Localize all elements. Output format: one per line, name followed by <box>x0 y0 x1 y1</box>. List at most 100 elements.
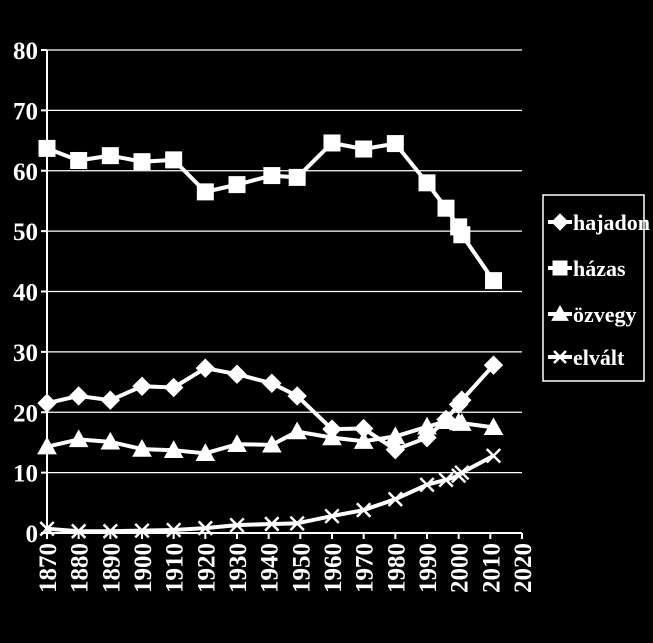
data-point-x <box>102 523 118 539</box>
x-tick-label: 1880 <box>67 543 94 593</box>
data-point-x <box>289 515 305 531</box>
data-point-x <box>454 464 470 481</box>
data-point-triangle <box>195 443 216 462</box>
x-tick-label: 1890 <box>98 543 125 593</box>
data-point-square <box>288 168 306 186</box>
data-point-diamond <box>452 390 472 410</box>
data-point-diamond <box>551 213 569 231</box>
x-tick-label: 1910 <box>162 543 189 593</box>
x-tick-label: 2020 <box>510 543 537 593</box>
legend-item: özvegy <box>548 302 637 327</box>
legend: hajadon házas özvegy elvált <box>542 194 650 382</box>
data-point-diamond <box>163 377 184 398</box>
legend-label: elvált <box>573 345 625 370</box>
series-group <box>37 134 504 539</box>
data-point-triangle <box>37 436 57 455</box>
data-point-square <box>323 134 341 152</box>
data-point-square <box>263 167 281 185</box>
data-point-triangle <box>322 427 342 446</box>
data-point-diamond <box>100 390 121 410</box>
y-tick-label: 40 <box>13 280 38 307</box>
data-point-square <box>418 174 436 192</box>
data-point-square <box>552 260 568 276</box>
data-point-x <box>485 448 502 464</box>
data-point-x <box>134 522 150 539</box>
y-tick-label: 30 <box>13 340 38 367</box>
data-point-x <box>229 517 245 533</box>
data-point-x <box>71 523 87 539</box>
data-point-diamond <box>132 376 152 396</box>
data-point-triangle <box>551 304 569 321</box>
data-point-square <box>196 183 214 201</box>
data-point-x <box>438 472 454 488</box>
y-tick-label: 0 <box>26 521 39 548</box>
data-point-x <box>197 520 213 536</box>
data-point-square <box>437 199 455 217</box>
data-point-triangle <box>451 413 472 431</box>
series-4 <box>39 448 502 539</box>
data-point-diamond <box>483 355 504 375</box>
data-point-diamond <box>68 386 89 406</box>
data-point-x <box>39 521 55 537</box>
data-point-x <box>387 491 403 507</box>
legend-label: házas <box>573 256 626 281</box>
data-point-x <box>166 522 182 538</box>
data-point-diamond <box>287 386 307 406</box>
data-point-diamond <box>195 358 216 378</box>
x-tick-label: 1960 <box>320 543 347 593</box>
data-point-diamond <box>385 439 406 460</box>
data-point-triangle <box>287 421 308 440</box>
legend-label: hajadon <box>573 210 650 235</box>
data-point-square <box>38 139 56 157</box>
y-tick-labels: 0 10 20 30 40 50 60 70 80 <box>13 38 38 548</box>
data-point-triangle <box>100 431 121 450</box>
data-point-x <box>356 502 372 518</box>
data-point-triangle <box>261 434 282 453</box>
data-point-triangle <box>417 416 437 435</box>
legend-item: házas <box>548 256 626 281</box>
legend-label: özvegy <box>573 302 637 327</box>
y-tick-label: 60 <box>13 159 38 186</box>
data-point-square <box>453 226 471 244</box>
data-point-diamond <box>227 364 247 384</box>
x-tick-label: 1950 <box>288 543 315 593</box>
x-tick-label: 1980 <box>383 543 410 593</box>
data-point-triangle <box>132 439 152 457</box>
y-tick-label: 70 <box>13 98 38 125</box>
data-point-triangle <box>436 411 456 430</box>
y-tick-label: 20 <box>13 400 38 427</box>
legend-item: hajadon <box>548 210 650 235</box>
x-tick-label: 1940 <box>257 543 284 593</box>
x-tick-label: 1930 <box>225 543 252 593</box>
data-point-triangle <box>227 434 247 452</box>
data-point-square <box>70 151 88 169</box>
x-tick-label: 1920 <box>193 543 220 593</box>
data-point-square <box>228 176 246 194</box>
data-point-x <box>264 516 280 532</box>
y-tick-label: 80 <box>13 38 38 65</box>
data-point-x <box>419 477 435 493</box>
data-point-square <box>101 147 119 165</box>
x-tick-label: 1990 <box>415 543 442 593</box>
data-point-triangle <box>353 431 374 449</box>
series-3 <box>37 411 504 462</box>
legend-item: elvált <box>548 345 625 370</box>
data-point-triangle <box>385 426 406 445</box>
x-tick-label: 1970 <box>352 543 379 593</box>
data-point-square <box>133 153 151 171</box>
x-tick-label: 2010 <box>478 543 505 593</box>
y-tick-label: 50 <box>13 219 38 246</box>
x-tick-label: 2000 <box>447 543 474 593</box>
data-point-x <box>324 508 340 524</box>
x-tick-label: 1870 <box>35 543 62 593</box>
x-tick-labels: 1870 1880 1890 1900 1910 1920 1930 1940 1950 1960… <box>35 543 537 593</box>
y-tick-label: 10 <box>13 461 38 488</box>
data-point-diamond <box>37 393 57 413</box>
data-point-triangle <box>483 417 504 436</box>
series-2 <box>38 134 502 290</box>
gridlines <box>47 49 522 474</box>
data-point-square <box>386 135 404 153</box>
data-point-square <box>355 140 373 158</box>
x-tick-label: 1900 <box>130 543 157 593</box>
